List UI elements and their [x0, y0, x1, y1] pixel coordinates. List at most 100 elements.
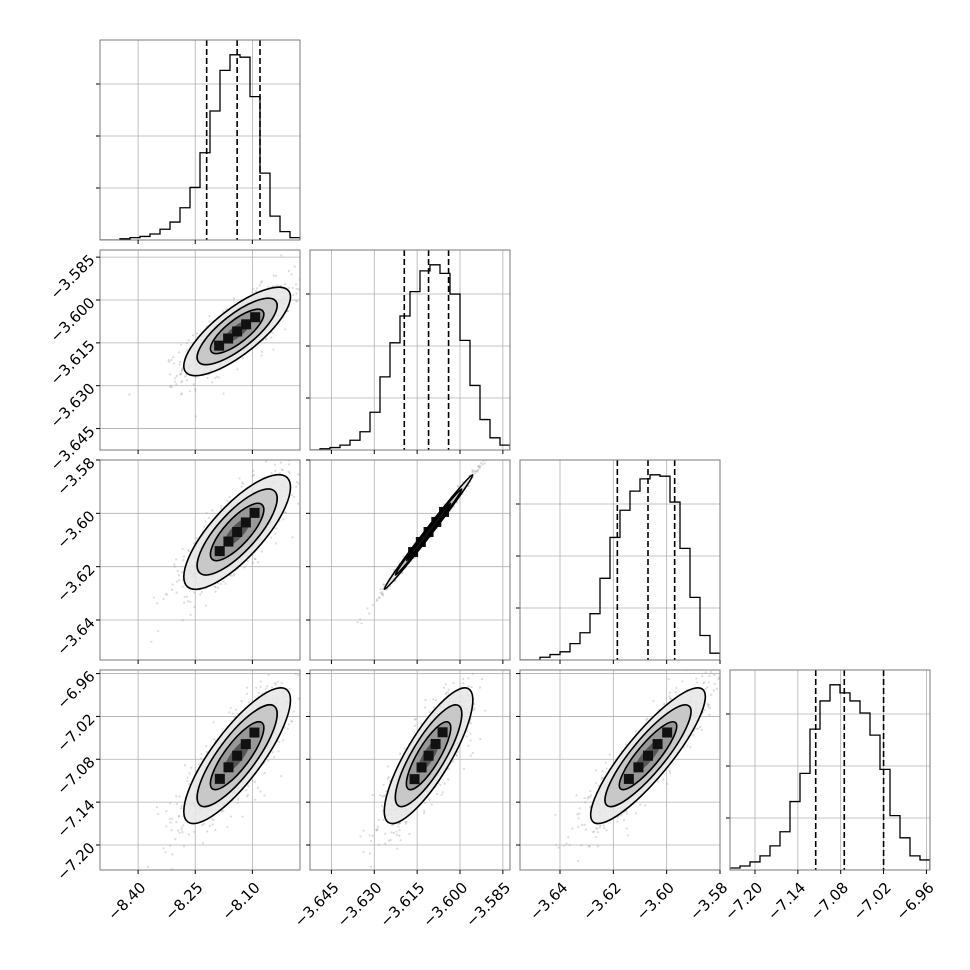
sample-point [380, 804, 383, 808]
sample-point [236, 801, 239, 804]
sample-point [277, 750, 280, 753]
sample-point [245, 686, 249, 689]
sample-point [193, 606, 196, 609]
sample-point [616, 816, 620, 819]
sample-point [175, 795, 178, 798]
sample-point [255, 289, 258, 293]
scatter-panel-p2-p1 [310, 460, 510, 660]
sample-point [462, 767, 466, 770]
sample-point [184, 375, 187, 378]
sample-point [173, 377, 177, 380]
contour-line [209, 502, 265, 562]
sample-point [211, 817, 214, 821]
sample-point [245, 692, 249, 695]
sample-point [222, 392, 225, 395]
sample-point [440, 793, 443, 796]
histogram-panel-p1 [310, 250, 510, 450]
sample-point [228, 495, 231, 499]
sample-point [246, 793, 249, 797]
sample-point [385, 789, 388, 793]
sample-point [229, 815, 233, 818]
histogram-bar [200, 153, 210, 240]
histogram-bar [410, 292, 420, 450]
sample-point [259, 685, 262, 689]
histogram-bar [380, 377, 390, 450]
sample-point [397, 825, 400, 828]
sample-point [675, 686, 678, 689]
histogram-bar [660, 476, 670, 660]
sample-point [456, 484, 459, 488]
sample-point [221, 810, 224, 813]
sample-point [287, 463, 290, 466]
sample-point [295, 287, 298, 291]
sample-point [378, 596, 381, 599]
contour-line [196, 704, 278, 808]
density-core-cell [409, 774, 420, 785]
contour-line [394, 488, 463, 576]
sample-point [392, 568, 396, 571]
sample-point [155, 806, 159, 809]
sample-point [475, 470, 479, 473]
sample-point [389, 838, 392, 842]
sample-point [201, 823, 204, 827]
sample-point [447, 767, 450, 770]
sample-point [495, 663, 497, 665]
sample-point [263, 772, 266, 775]
sample-point [291, 293, 295, 296]
sample-point [369, 865, 372, 868]
sample-point [474, 470, 477, 473]
sample-point [399, 839, 402, 842]
histogram-panel-p2 [520, 460, 720, 660]
sample-point [408, 832, 411, 835]
sample-point [398, 752, 402, 755]
sample-point [169, 802, 172, 805]
sample-point [466, 730, 469, 733]
histogram-bar [580, 633, 590, 660]
sample-point [186, 600, 190, 603]
sample-point [480, 678, 484, 681]
sample-point [217, 376, 220, 379]
sample-point [213, 585, 216, 588]
sample-point [305, 692, 307, 694]
sample-point [602, 824, 605, 827]
sample-point [273, 756, 276, 759]
sample-point [316, 260, 318, 262]
sample-point [267, 759, 270, 762]
sample-point [369, 839, 373, 843]
density-core-cell [250, 312, 261, 323]
sample-point [152, 596, 155, 599]
sample-point [259, 281, 263, 284]
sample-point [198, 763, 201, 766]
sample-point [306, 723, 308, 725]
sample-point [168, 360, 171, 363]
sample-point [455, 754, 459, 757]
sample-point [304, 490, 306, 492]
histogram-step-p1 [310, 264, 510, 450]
sample-point [222, 310, 225, 313]
sample-point [274, 274, 278, 278]
sample-point [180, 828, 183, 831]
sample-point [212, 721, 215, 724]
sample-point [707, 681, 710, 684]
sample-point [395, 833, 398, 836]
sample-point [297, 674, 300, 677]
histogram-bar [900, 838, 910, 870]
sample-point [302, 287, 304, 289]
sample-point [296, 480, 299, 484]
sample-point [226, 499, 229, 502]
sample-point [175, 558, 178, 561]
sample-point [255, 287, 259, 290]
sample-point [186, 379, 189, 382]
sample-point [290, 720, 293, 723]
sample-point [432, 706, 435, 709]
sample-point [206, 376, 209, 380]
histogram-bar [630, 491, 640, 660]
sample-point [321, 452, 323, 454]
histogram-bar [710, 653, 720, 660]
histogram-bar [750, 862, 760, 870]
sample-point [379, 591, 382, 594]
sample-point [173, 380, 176, 383]
sample-point [291, 536, 294, 539]
sample-point [264, 338, 268, 341]
sample-point [479, 738, 482, 741]
